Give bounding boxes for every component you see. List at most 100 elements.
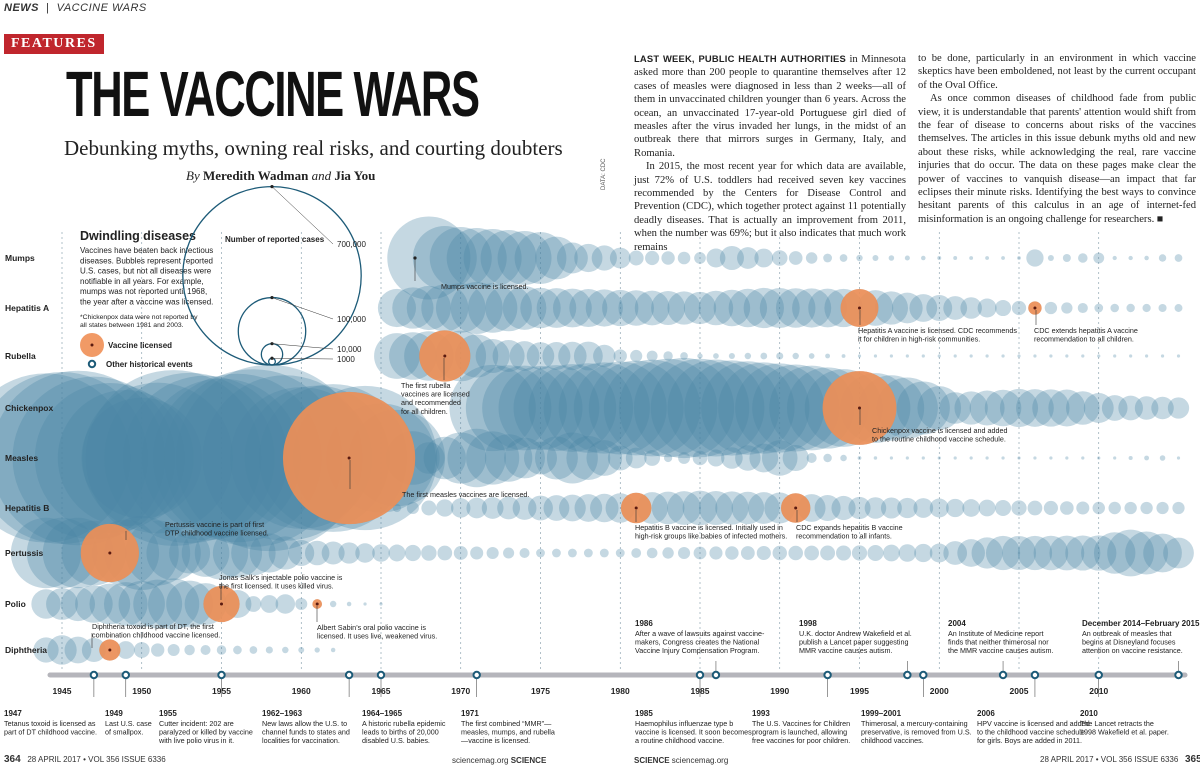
data-bubble [89,583,131,625]
features-badge: FEATURES [4,34,104,54]
data-bubble [977,298,997,318]
data-bubble [921,354,925,358]
data-bubble [1108,501,1121,515]
legend-vaccine-label: Vaccine licensed [108,341,172,350]
data-bubble [874,291,909,325]
event-marker [217,670,226,680]
data-bubble [1144,455,1150,461]
data-bubble [574,243,603,273]
data-bubble [404,544,422,562]
size-legend-dot [270,356,274,360]
data-bubble [1174,254,1183,262]
event-text: 1998 Wakefield et al. paper. [1080,728,1169,737]
data-bubble [692,450,708,466]
data-bubble [680,352,688,360]
data-bubble [943,296,968,320]
data-bubble [268,536,302,570]
data-bubble [212,528,263,578]
chart-vaccine-markers [80,289,1042,661]
event-marker [823,670,832,680]
data-bubble [406,285,451,331]
event-text: for girls. Boys are added in 2011. [977,736,1082,745]
data-bubble [480,229,537,287]
event-marker [376,670,386,680]
axis-tick-label: 1975 [531,686,550,696]
event-text: The first combined “MMR”— [461,719,552,728]
data-bubble [839,254,848,262]
data-bubble [512,496,537,520]
event-year: 1986 [635,619,653,628]
data-bubble [591,245,617,271]
data-bubble [735,445,761,471]
event-text: with live polio virus in it. [158,736,234,745]
vaccine-dot [315,602,319,606]
data-bubble [574,494,603,522]
data-bubble [808,288,847,328]
data-bubble [905,354,909,358]
data-bubble [836,545,852,561]
data-bubble [756,545,771,561]
data-bubble [184,644,195,656]
data-bubble [249,646,258,654]
data-bubble [719,245,744,271]
data-bubble [682,490,718,526]
data-bubble [873,354,878,358]
footer-site-right: sciencemag.org [671,756,729,765]
event-year: 1993 [752,709,770,718]
data-bubble [888,255,895,261]
data-bubble [446,227,507,289]
footer-brand-right: SCIENCE [634,756,670,765]
data-bubble [1145,354,1149,358]
event-text: begins at Disneyland focuses [1082,638,1176,647]
annotation-text: Hepatitis B vaccine is licensed. Initial… [635,523,783,532]
footer-left: 364 28 APRIL 2017 • VOL 356 ISSUE 6336 [4,754,166,765]
data-bubble [857,456,862,460]
data-bubble [825,353,831,359]
data-bubble [1017,354,1021,358]
page-title: THE VACCINE WARS [66,58,480,130]
data-bubble [1159,455,1166,461]
event-text: Cutter incident: 202 are [159,719,234,728]
data-bubble [556,242,588,274]
data-bubble [677,251,691,265]
data-bubble [546,432,598,484]
row-label: Measles [5,453,38,463]
data-bubble [314,647,320,653]
event-year: 1949 [105,709,123,718]
data-bubble [904,255,910,261]
data-bubble [167,644,180,656]
page-number-right: 365 [1184,754,1200,765]
data-bubble [1158,254,1167,262]
section-name: VACCINE WARS [56,2,147,14]
data-bubble [1126,303,1135,313]
event-year: 1955 [159,709,177,718]
data-bubble [1093,252,1105,264]
footer-right: 28 APRIL 2017 • VOL 356 ISSUE 6336 365 [1040,754,1200,765]
legend-footnote: all states between 1981 and 2003. [80,322,184,329]
data-bubble [929,498,949,518]
data-bubble [864,497,887,519]
data-bubble [613,349,627,363]
data-bubble [436,499,454,517]
legend-desc: mumps was not reported until 1968, [80,287,207,296]
data-bubble [995,299,1012,317]
data-bubble [1049,456,1053,460]
data-bubble [392,503,402,513]
event-text: —vaccine is licensed. [461,736,530,745]
event-text: attention on vaccine resistance. [1082,646,1183,655]
data-bubble [960,297,982,319]
data-bubble [728,288,768,328]
data-bubble [954,391,988,425]
data-bubble [728,352,735,360]
event-year: 1985 [635,709,653,718]
data-bubble [1065,456,1069,460]
byline-and: and [311,168,332,183]
data-bubble [713,353,719,359]
data-bubble [701,361,795,455]
axis-tick-label: 1960 [292,686,311,696]
data-bubble [607,445,633,471]
data-bubble [1101,395,1128,421]
data-bubble [231,530,276,576]
event-text: the MMR vaccine causes autism. [948,646,1053,655]
